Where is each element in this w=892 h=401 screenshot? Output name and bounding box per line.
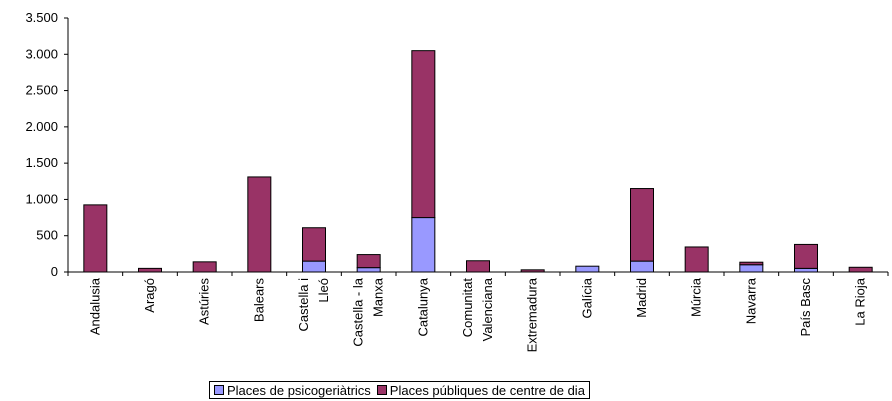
x-axis xyxy=(67,271,889,276)
category-labels: Andalusia Aragó Astúries Balears Castella i L… xyxy=(87,277,867,352)
legend-label-series-1: Places públiques de centre de dia xyxy=(389,382,585,398)
x-category-label-line: Comunitat xyxy=(460,278,475,338)
x-category-label: Andalusia xyxy=(87,277,102,335)
legend-item-series-1: Places públiques de centre de dia xyxy=(376,382,585,398)
x-category-label: La Rioja xyxy=(853,277,868,325)
y-tick-label: 2.500 xyxy=(25,83,58,98)
bar-series-1 xyxy=(520,269,545,273)
x-category-label-line: Extremadura xyxy=(525,277,540,352)
bar-series-0 xyxy=(302,260,326,273)
legend: Places de psicogeriàtrics Places públiqu… xyxy=(209,381,590,399)
x-category-label: Castella i Lleó xyxy=(296,278,331,332)
bar-series-1 xyxy=(848,266,873,273)
bar-series-0 xyxy=(739,264,764,273)
x-category-label: Navarra xyxy=(743,277,758,324)
bars xyxy=(83,50,873,273)
x-category-label-line: Galícia xyxy=(579,277,594,318)
x-category-label: Extremadura xyxy=(525,277,540,352)
x-category-label-line: País Basc xyxy=(798,278,813,337)
bar-series-0 xyxy=(794,267,818,273)
bar-series-1 xyxy=(356,254,381,269)
y-tick-label: 3.000 xyxy=(25,46,58,61)
bar-series-0 xyxy=(575,265,600,273)
bar-series-1 xyxy=(192,261,217,273)
x-category-label: Catalunya xyxy=(415,277,430,336)
legend-label-series-0: Places de psicogeriàtrics xyxy=(227,382,371,398)
y-axis: 0 500 1.000 1.500 2.000 2.500 3.000 3.500 xyxy=(25,10,69,279)
x-category-label-line: Múrcia xyxy=(689,277,704,317)
y-tick-label: 500 xyxy=(36,228,58,243)
y-tick-label: 2.000 xyxy=(25,119,58,134)
legend-swatch-series-0 xyxy=(214,385,224,395)
x-category-label-line: Navarra xyxy=(743,277,758,324)
x-category-label-line: Andalusia xyxy=(87,277,102,335)
bar-series-1 xyxy=(411,50,436,219)
x-category-label: Astúries xyxy=(197,278,212,325)
x-category-label-line: Madrid xyxy=(634,278,649,318)
x-category-label-line: Valenciana xyxy=(480,277,495,341)
bar-series-1 xyxy=(684,246,709,273)
bar-series-1 xyxy=(630,188,654,262)
bar-series-0 xyxy=(356,267,381,273)
x-category-label-line: Catalunya xyxy=(415,277,430,336)
bar-series-1 xyxy=(794,243,818,269)
x-category-label-line: Lleó xyxy=(316,278,331,303)
bar-series-1 xyxy=(302,227,326,262)
y-tick-label: 3.500 xyxy=(25,10,58,25)
x-category-label-line: Aragó xyxy=(142,278,157,313)
stacked-bar-chart: 0 500 1.000 1.500 2.000 2.500 3.000 3.500 Andal… xyxy=(25,10,889,352)
x-category-label: Aragó xyxy=(142,278,157,313)
x-category-label: Comunitat Valenciana xyxy=(460,277,495,341)
x-category-label-line: La Rioja xyxy=(853,277,868,325)
bar-series-1 xyxy=(83,204,108,273)
bar-series-0 xyxy=(411,217,436,273)
bar-series-0 xyxy=(630,260,654,273)
bar-series-1 xyxy=(466,260,490,273)
legend-swatch-series-1 xyxy=(376,385,387,395)
legend-item-series-0: Places de psicogeriàtrics xyxy=(214,383,371,398)
x-category-label: Madrid xyxy=(634,278,649,318)
bar-series-1 xyxy=(739,261,764,266)
y-tick-label: 1.000 xyxy=(25,191,58,206)
bar-series-1 xyxy=(138,267,162,273)
y-tick-label: 1.500 xyxy=(25,155,58,170)
y-tick-label: 0 xyxy=(51,264,58,279)
x-category-label-line: Castella i xyxy=(296,278,311,332)
bar-series-1 xyxy=(247,176,272,273)
x-category-label: Galícia xyxy=(579,277,594,318)
x-category-label-line: Balears xyxy=(251,278,266,323)
x-category-label: País Basc xyxy=(798,278,813,337)
x-category-label: Múrcia xyxy=(689,277,704,317)
x-category-label: Castella - la Manxa xyxy=(351,277,386,346)
x-category-label-line: Astúries xyxy=(197,278,212,325)
x-category-label: Balears xyxy=(251,278,266,323)
x-category-label-line: Manxa xyxy=(371,277,386,317)
x-category-label-line: Castella - la xyxy=(351,277,366,346)
